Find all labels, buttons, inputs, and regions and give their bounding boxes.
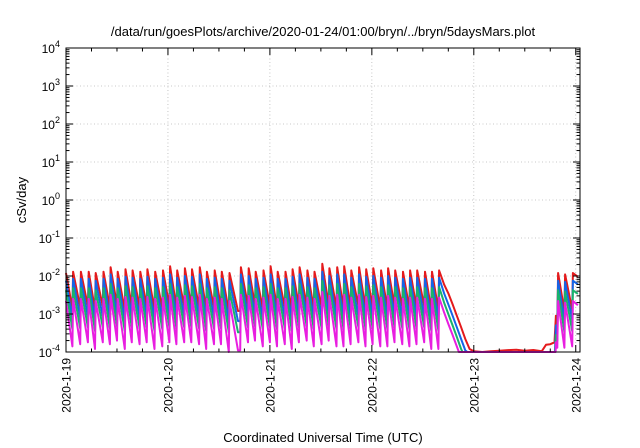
x-tick-label: 2020-1-21 (263, 358, 277, 413)
x-tick-label: 2020-1-23 (467, 358, 481, 413)
series-group (65, 262, 579, 353)
y-tick-label: 103 (42, 77, 60, 94)
y-axis-title: cSv/day (14, 176, 29, 223)
x-tick-label: 2020-1-19 (60, 358, 74, 413)
y-tick-label: 10-3 (39, 305, 60, 322)
x-tick-labels: 2020-1-19 2020-1-20 2020-1-21 2020-1-22 2020… (60, 358, 584, 413)
y-tick-label: 101 (42, 153, 60, 170)
y-tick-label: 10-4 (39, 343, 60, 360)
y-tick-label: 10-1 (39, 229, 60, 246)
y-tick-label: 104 (42, 39, 60, 56)
series-line-4 (65, 291, 579, 353)
x-tick-label: 2020-1-22 (365, 358, 379, 413)
x-tick-label: 2020-1-24 (569, 358, 583, 413)
x-tick-label: 2020-1-20 (161, 358, 175, 413)
y-tick-label: 102 (42, 115, 60, 132)
chart-title: /data/run/goesPlots/archive/2020-01-24/0… (111, 24, 536, 39)
x-axis-title: Coordinated Universal Time (UTC) (223, 430, 422, 445)
y-tick-labels: 10-4 10-3 10-2 10-1 100 101 102 103 104 (39, 39, 60, 360)
ticks (65, 47, 580, 353)
y-tick-label: 10-2 (39, 267, 60, 284)
y-tick-label: 100 (42, 191, 60, 208)
